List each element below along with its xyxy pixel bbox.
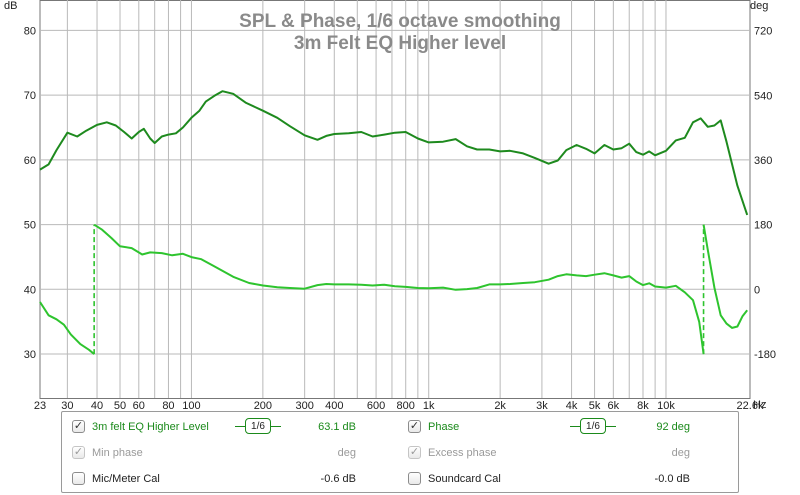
y-right-tick-label: 720 bbox=[754, 26, 772, 38]
x-tick-label: 400 bbox=[325, 400, 343, 410]
spl-phase-chart: 23 30 40 50 60 80 100 200 300 400 600 800 1k 2k 3k 4k 5k… bbox=[4, 0, 776, 410]
soundcard-cal-checkbox[interactable] bbox=[408, 472, 421, 485]
phase-line bbox=[39, 301, 95, 355]
y-left-tick-label: 50 bbox=[24, 220, 36, 232]
legend-row-spl: ✓ 3m felt EQ Higher Level 1/6 63.1 dB ✓ … bbox=[62, 416, 738, 440]
phase-line bbox=[93, 223, 705, 355]
y-right-tick-label: 360 bbox=[754, 155, 772, 167]
smoothing-line-left bbox=[235, 426, 245, 427]
mic-cal-label: Mic/Meter Cal bbox=[92, 473, 160, 485]
mic-cal-value: -0.6 dB bbox=[320, 473, 356, 485]
spl-checkbox[interactable]: ✓ bbox=[72, 420, 85, 433]
right-axis-unit: deg bbox=[750, 0, 768, 12]
y-left-tick-label: 80 bbox=[24, 25, 36, 37]
spl-label: 3m felt EQ Higher Level bbox=[92, 421, 209, 433]
x-tick-label: 3k bbox=[536, 400, 548, 410]
x-tick-label: 60 bbox=[133, 400, 145, 410]
phase-label: Phase bbox=[428, 421, 460, 433]
x-axis-unit: Hz bbox=[753, 399, 766, 410]
x-tick-label: 80 bbox=[162, 400, 174, 410]
x-tick-label: 30 bbox=[61, 400, 73, 410]
left-axis-unit: dB bbox=[4, 0, 17, 12]
smoothing-line-left bbox=[570, 426, 580, 427]
y-left-tick-label: 60 bbox=[24, 155, 36, 167]
excess-phase-label: Excess phase bbox=[428, 447, 497, 459]
smoothing-line-right bbox=[271, 426, 281, 427]
spl-smoothing-control[interactable]: 1/6 bbox=[235, 418, 281, 436]
legend-row-min-phase: ✓ Min phase deg ✓ Excess phase deg bbox=[62, 442, 738, 466]
phase-line bbox=[702, 224, 748, 329]
x-tick-label: 4k bbox=[566, 400, 578, 410]
y-left-tick-label: 70 bbox=[24, 90, 36, 102]
phase-value: 92 deg bbox=[656, 421, 690, 433]
phase-smoothing-value[interactable]: 1/6 bbox=[580, 418, 606, 434]
chart-title: SPL & Phase, 1/6 octave smoothing bbox=[239, 11, 561, 32]
series-layer bbox=[39, 90, 749, 355]
axis-ticks: 23 30 40 50 60 80 100 200 300 400 600 800 1k 2k 3k 4k 5k… bbox=[24, 25, 776, 410]
spl-line bbox=[39, 90, 749, 216]
legend-panel: ✓ 3m felt EQ Higher Level 1/6 63.1 dB ✓ … bbox=[61, 411, 739, 493]
phase-checkbox[interactable]: ✓ bbox=[408, 420, 421, 433]
x-tick-label: 23 bbox=[34, 400, 46, 410]
x-tick-label: 300 bbox=[295, 400, 313, 410]
y-left-tick-label: 30 bbox=[24, 349, 36, 361]
smoothing-line-right bbox=[606, 426, 616, 427]
soundcard-cal-label: Soundcard Cal bbox=[428, 473, 501, 485]
x-tick-label: 600 bbox=[367, 400, 385, 410]
soundcard-cal-value: -0.0 dB bbox=[654, 473, 690, 485]
min-phase-label: Min phase bbox=[92, 447, 143, 459]
x-tick-label: 6k bbox=[608, 400, 620, 410]
chart-subtitle: 3m Felt EQ Higher level bbox=[294, 33, 506, 54]
x-tick-label: 40 bbox=[91, 400, 103, 410]
excess-phase-value: deg bbox=[671, 447, 690, 459]
x-tick-label: 8k bbox=[637, 400, 649, 410]
grid bbox=[40, 0, 750, 398]
min-phase-value: deg bbox=[337, 447, 356, 459]
excess-phase-checkbox[interactable]: ✓ bbox=[408, 446, 421, 459]
x-tick-label: 200 bbox=[254, 400, 272, 410]
min-phase-checkbox[interactable]: ✓ bbox=[72, 446, 85, 459]
plot-area bbox=[39, 0, 751, 399]
phase-smoothing-control[interactable]: 1/6 bbox=[570, 418, 616, 436]
y-left-tick-label: 40 bbox=[24, 284, 36, 296]
legend-row-cal: Mic/Meter Cal -0.6 dB Soundcard Cal -0.0… bbox=[62, 468, 738, 492]
x-tick-label: 2k bbox=[494, 400, 506, 410]
x-tick-label: 800 bbox=[397, 400, 415, 410]
x-tick-label: 1k bbox=[423, 400, 435, 410]
x-tick-label: 10k bbox=[657, 400, 675, 410]
y-right-tick-label: 540 bbox=[754, 90, 772, 102]
x-tick-label: 100 bbox=[182, 400, 200, 410]
y-right-tick-label: -180 bbox=[754, 349, 776, 361]
spl-value: 63.1 dB bbox=[318, 421, 356, 433]
mic-cal-checkbox[interactable] bbox=[72, 472, 85, 485]
y-right-tick-label: 180 bbox=[754, 220, 772, 232]
spl-smoothing-value[interactable]: 1/6 bbox=[245, 418, 271, 434]
y-right-tick-label: 0 bbox=[754, 284, 760, 296]
x-tick-label: 50 bbox=[114, 400, 126, 410]
x-tick-label: 5k bbox=[589, 400, 601, 410]
x-tick-label: 22.6k bbox=[737, 400, 764, 410]
